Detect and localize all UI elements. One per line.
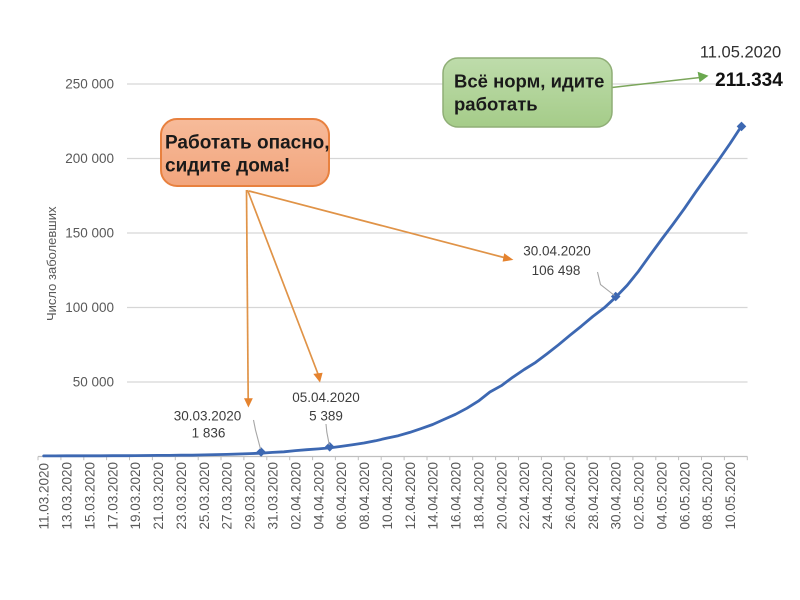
svg-text:06.05.2020: 06.05.2020	[677, 462, 692, 530]
svg-text:14.04.2020: 14.04.2020	[426, 462, 441, 530]
svg-text:08.04.2020: 08.04.2020	[357, 462, 372, 530]
svg-text:20.04.2020: 20.04.2020	[494, 462, 509, 530]
svg-text:1 836: 1 836	[192, 426, 226, 441]
svg-text:10.05.2020: 10.05.2020	[723, 462, 738, 530]
svg-text:08.05.2020: 08.05.2020	[700, 462, 715, 530]
svg-text:30.03.2020: 30.03.2020	[174, 409, 242, 424]
svg-text:250 000: 250 000	[65, 77, 114, 92]
svg-text:15.03.2020: 15.03.2020	[83, 462, 98, 530]
svg-text:5 389: 5 389	[309, 409, 343, 424]
svg-text:16.04.2020: 16.04.2020	[449, 462, 464, 530]
svg-text:Число заболевших: Число заболевших	[44, 206, 59, 321]
svg-text:28.04.2020: 28.04.2020	[586, 462, 601, 530]
svg-text:Всё норм, идите: Всё норм, идите	[454, 71, 604, 92]
svg-text:11.03.2020: 11.03.2020	[37, 463, 52, 530]
svg-text:100 000: 100 000	[65, 300, 114, 315]
svg-text:29.03.2020: 29.03.2020	[243, 462, 258, 530]
svg-text:200 000: 200 000	[65, 151, 114, 166]
svg-text:11.05.2020: 11.05.2020	[700, 44, 781, 62]
svg-text:02.04.2020: 02.04.2020	[288, 462, 303, 530]
svg-text:05.04.2020: 05.04.2020	[292, 390, 360, 405]
svg-text:19.03.2020: 19.03.2020	[128, 462, 143, 530]
svg-text:сидите дома!: сидите дома!	[165, 156, 290, 177]
svg-text:25.03.2020: 25.03.2020	[197, 462, 212, 530]
svg-text:30.04.2020: 30.04.2020	[523, 244, 591, 259]
svg-text:12.04.2020: 12.04.2020	[403, 462, 418, 530]
svg-text:17.03.2020: 17.03.2020	[105, 462, 120, 530]
svg-text:18.04.2020: 18.04.2020	[471, 462, 486, 530]
svg-text:211.334: 211.334	[715, 70, 783, 91]
svg-text:04.04.2020: 04.04.2020	[311, 462, 326, 530]
svg-text:50 000: 50 000	[73, 375, 114, 390]
svg-text:150 000: 150 000	[65, 226, 114, 241]
svg-text:02.05.2020: 02.05.2020	[632, 462, 647, 530]
svg-text:23.03.2020: 23.03.2020	[174, 462, 189, 530]
svg-text:13.03.2020: 13.03.2020	[60, 462, 75, 530]
svg-text:10.04.2020: 10.04.2020	[380, 462, 395, 530]
svg-text:106 498: 106 498	[532, 263, 581, 278]
svg-text:работать: работать	[454, 94, 538, 115]
svg-text:27.03.2020: 27.03.2020	[220, 462, 235, 530]
svg-text:22.04.2020: 22.04.2020	[517, 462, 532, 530]
svg-text:31.03.2020: 31.03.2020	[266, 462, 281, 530]
svg-text:21.03.2020: 21.03.2020	[151, 462, 166, 530]
svg-text:24.04.2020: 24.04.2020	[540, 462, 555, 530]
svg-text:06.04.2020: 06.04.2020	[334, 462, 349, 530]
svg-text:26.04.2020: 26.04.2020	[563, 462, 578, 530]
svg-text:30.04.2020: 30.04.2020	[609, 462, 624, 530]
svg-text:04.05.2020: 04.05.2020	[655, 462, 670, 530]
svg-text:Работать опасно,: Работать опасно,	[165, 133, 330, 154]
